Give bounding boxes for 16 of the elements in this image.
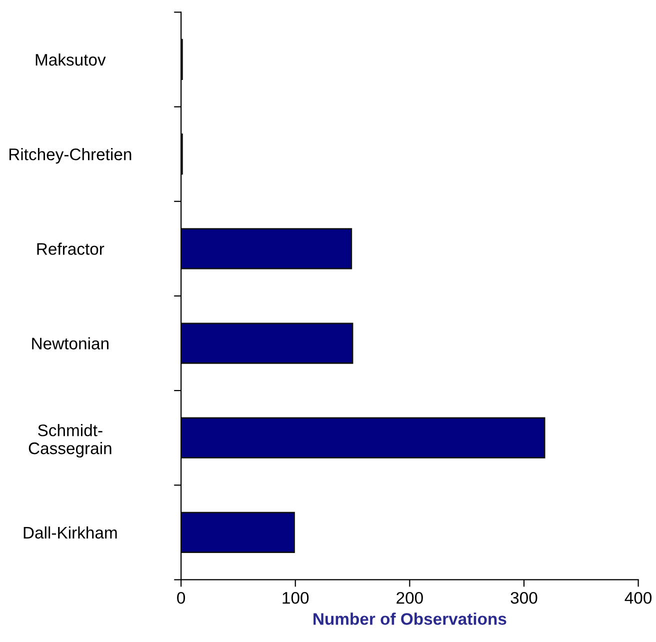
- bar: [181, 322, 354, 364]
- x-tick-label: 300: [510, 592, 538, 604]
- bar: [181, 512, 295, 553]
- y-tick-label: Maksutov: [36, 53, 106, 66]
- y-tick-label: Ritchey-Chretien: [9, 148, 132, 164]
- bar: [181, 417, 546, 458]
- y-tick-label: Dall-Kirkham: [24, 526, 117, 539]
- x-tick-label: 200: [396, 592, 423, 604]
- x-tick-label: 400: [624, 592, 652, 604]
- y-tick-label: Schmidt- Cassegrain: [28, 424, 112, 458]
- bar: [181, 228, 352, 270]
- x-axis-title: Number of Observations: [314, 612, 506, 625]
- y-tick-label: Newtonian: [32, 337, 108, 350]
- y-tick-label: Refractor: [37, 242, 104, 255]
- x-tick-label: 0: [177, 592, 186, 604]
- x-tick-label: 100: [282, 592, 309, 604]
